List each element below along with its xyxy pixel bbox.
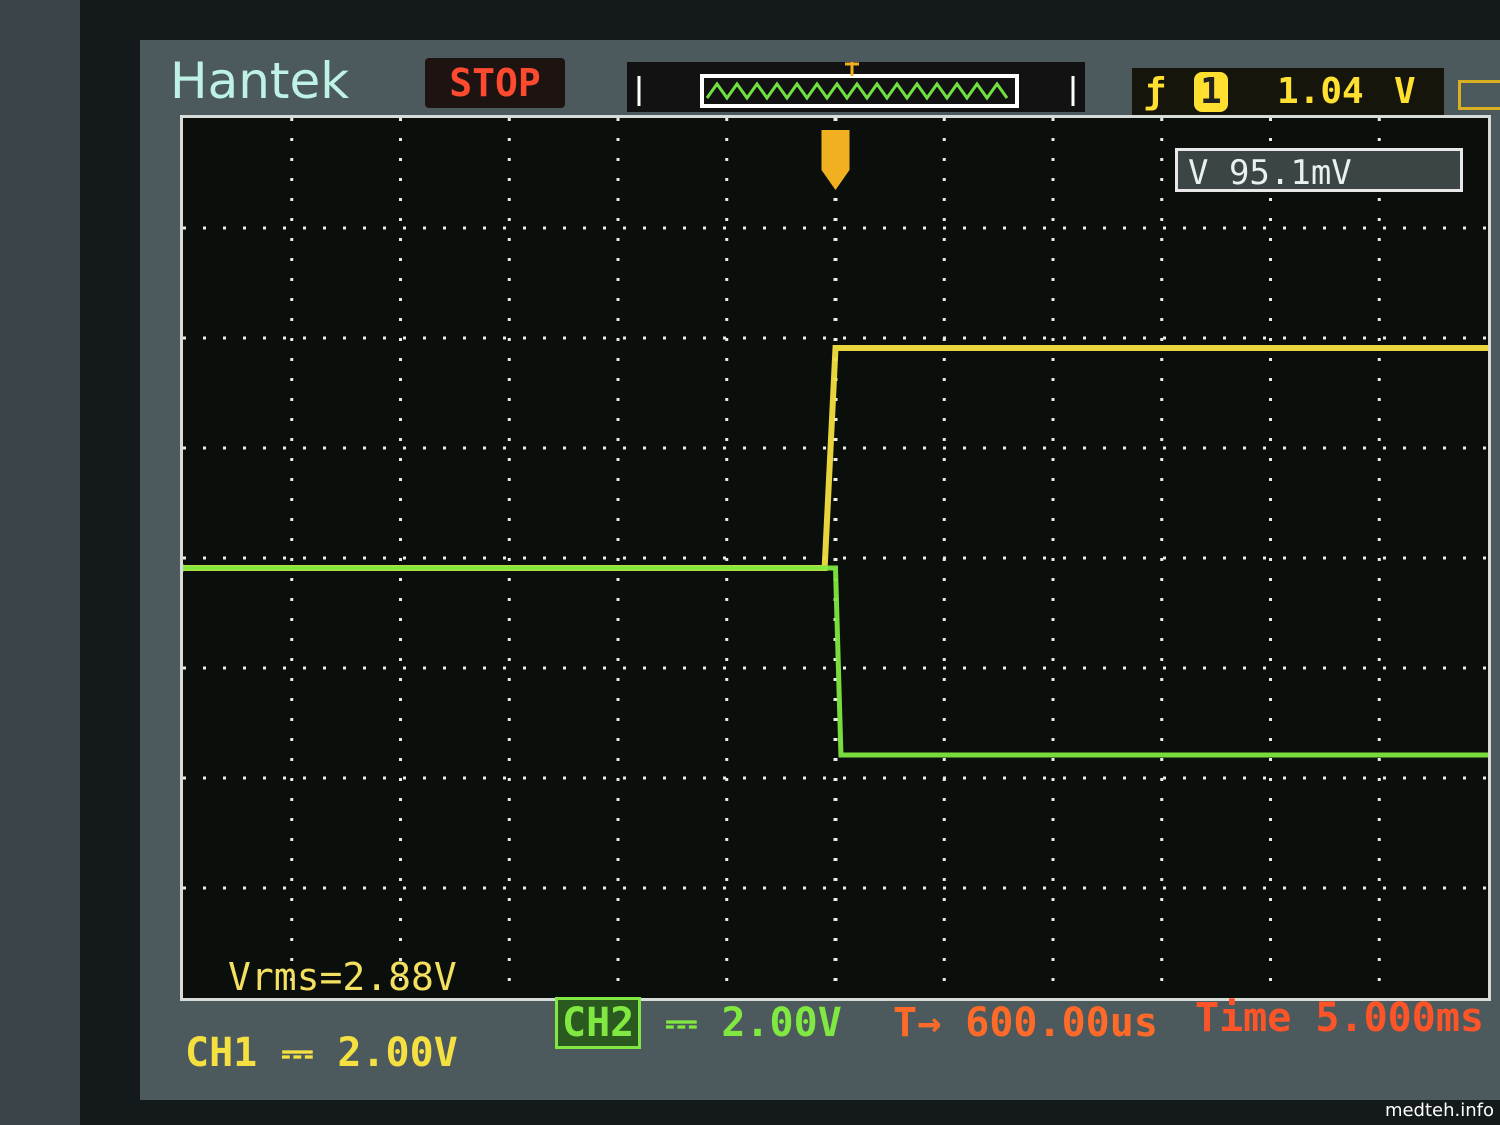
ch1-volts-div: 2.00V xyxy=(337,1030,458,1076)
rising-edge-icon: ƒ xyxy=(1144,71,1166,112)
ch1-label: CH1 xyxy=(185,1030,258,1076)
dc-coupling-icon: ⎓ xyxy=(281,1030,314,1076)
ch2-label: CH2 xyxy=(555,997,642,1049)
trigger-level-unit: V xyxy=(1394,71,1416,112)
waveform-plot xyxy=(183,118,1488,998)
trigger-status: ƒ 1 1.04 V xyxy=(1132,68,1444,116)
memory-position-bar xyxy=(627,62,1085,112)
waveform-display xyxy=(180,115,1491,1001)
watermark: medteh.info xyxy=(1384,1100,1494,1121)
battery-icon xyxy=(1458,80,1500,110)
timebase-label: Time xyxy=(1195,995,1292,1041)
measurement-box: V 95.1mV xyxy=(1175,148,1463,193)
ch2-scale[interactable]: CH2 ⎓ 2.00V xyxy=(555,997,842,1049)
memory-waveform-icon xyxy=(637,62,1075,108)
trigger-source: 1 xyxy=(1194,72,1228,112)
ch2-volts-div: 2.00V xyxy=(721,1000,842,1046)
trigger-position[interactable]: T→ 600.00us xyxy=(893,1000,1158,1046)
trigger-position-marker xyxy=(821,130,850,190)
trigger-position-icon: T→ xyxy=(893,1000,942,1046)
dc-coupling-icon: ⎓ xyxy=(665,1000,698,1046)
brand-logo: Hantek xyxy=(170,52,350,110)
timebase[interactable]: Time 5.000ms xyxy=(1195,995,1484,1041)
ch1-ground-marker xyxy=(183,564,187,572)
trigger-position-value: 600.00us xyxy=(965,1000,1158,1046)
trace-ch2 xyxy=(183,565,1488,758)
trigger-level: 1.04 xyxy=(1277,71,1364,112)
timebase-value: 5.000ms xyxy=(1315,995,1484,1041)
run-state-badge: STOP xyxy=(425,58,565,108)
vrms-readout: Vrms=2.88V xyxy=(228,955,457,999)
ch1-scale[interactable]: CH1 ⎓ 2.00V xyxy=(185,1030,458,1076)
